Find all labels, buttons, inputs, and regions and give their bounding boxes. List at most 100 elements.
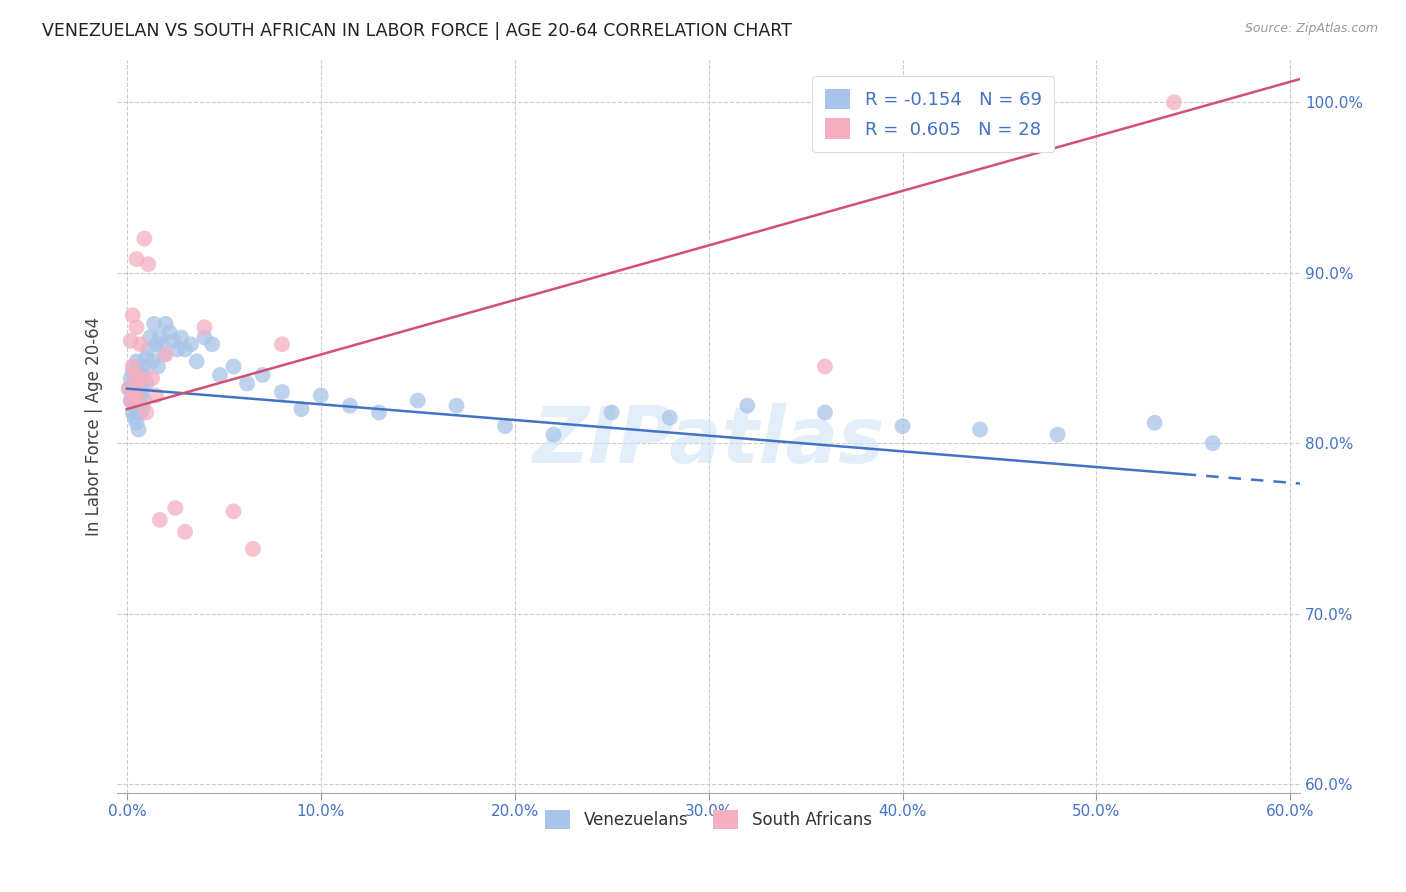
- Point: [543, 427, 565, 442]
- Point: [135, 351, 157, 365]
- Point: [150, 337, 173, 351]
- Point: [121, 359, 143, 374]
- Point: [143, 317, 166, 331]
- Point: [814, 359, 837, 374]
- Point: [134, 231, 156, 245]
- Point: [121, 308, 143, 322]
- Point: [120, 393, 142, 408]
- Point: [125, 320, 148, 334]
- Point: [128, 393, 150, 408]
- Point: [193, 330, 215, 344]
- Point: [125, 252, 148, 266]
- Point: [135, 405, 157, 419]
- Point: [131, 382, 153, 396]
- Point: [339, 399, 361, 413]
- Point: [290, 402, 312, 417]
- Point: [162, 334, 184, 348]
- Point: [146, 359, 169, 374]
- Point: [814, 405, 837, 419]
- Point: [149, 330, 172, 344]
- Point: [193, 320, 215, 334]
- Point: [139, 330, 162, 344]
- Point: [128, 365, 150, 379]
- Point: [135, 376, 157, 391]
- Point: [128, 382, 150, 396]
- Point: [236, 376, 259, 391]
- Point: [118, 382, 141, 396]
- Point: [131, 371, 153, 385]
- Point: [242, 541, 264, 556]
- Point: [124, 399, 146, 413]
- Point: [446, 399, 468, 413]
- Point: [309, 388, 332, 402]
- Point: [134, 393, 156, 408]
- Point: [121, 365, 143, 379]
- Point: [128, 402, 150, 417]
- Point: [1202, 436, 1225, 450]
- Text: ZIPatlas: ZIPatlas: [533, 403, 884, 479]
- Point: [891, 419, 914, 434]
- Point: [166, 343, 188, 357]
- Point: [155, 347, 177, 361]
- Point: [155, 317, 177, 331]
- Point: [271, 337, 294, 351]
- Point: [121, 405, 143, 419]
- Point: [174, 343, 197, 357]
- Point: [131, 359, 153, 374]
- Point: [368, 405, 391, 419]
- Point: [120, 371, 142, 385]
- Point: [1143, 416, 1166, 430]
- Point: [152, 347, 174, 361]
- Point: [128, 423, 150, 437]
- Point: [141, 354, 163, 368]
- Point: [124, 376, 146, 391]
- Point: [118, 382, 141, 396]
- Point: [208, 368, 231, 382]
- Point: [128, 376, 150, 391]
- Point: [222, 359, 245, 374]
- Point: [125, 371, 148, 385]
- Point: [134, 368, 156, 382]
- Point: [125, 416, 148, 430]
- Text: VENEZUELAN VS SOUTH AFRICAN IN LABOR FORCE | AGE 20-64 CORRELATION CHART: VENEZUELAN VS SOUTH AFRICAN IN LABOR FOR…: [42, 22, 792, 40]
- Point: [165, 500, 187, 515]
- Point: [125, 354, 148, 368]
- Point: [124, 368, 146, 382]
- Point: [201, 337, 224, 351]
- Point: [271, 384, 294, 399]
- Point: [129, 405, 152, 419]
- Point: [120, 393, 142, 408]
- Point: [658, 410, 681, 425]
- Point: [406, 393, 429, 408]
- Point: [124, 359, 146, 374]
- Point: [252, 368, 274, 382]
- Point: [180, 337, 202, 351]
- Point: [186, 354, 208, 368]
- Point: [1163, 95, 1185, 110]
- Point: [222, 504, 245, 518]
- Point: [1046, 427, 1069, 442]
- Point: [136, 343, 159, 357]
- Point: [969, 423, 991, 437]
- Legend: Venezuelans, South Africans: Venezuelans, South Africans: [538, 803, 879, 836]
- Point: [129, 388, 152, 402]
- Point: [600, 405, 623, 419]
- Point: [129, 337, 152, 351]
- Point: [141, 371, 163, 385]
- Point: [136, 257, 159, 271]
- Point: [145, 337, 167, 351]
- Point: [149, 513, 172, 527]
- Point: [124, 410, 146, 425]
- Point: [159, 326, 181, 340]
- Text: Source: ZipAtlas.com: Source: ZipAtlas.com: [1244, 22, 1378, 36]
- Point: [737, 399, 759, 413]
- Point: [129, 371, 152, 385]
- Point: [120, 334, 142, 348]
- Y-axis label: In Labor Force | Age 20-64: In Labor Force | Age 20-64: [86, 317, 103, 536]
- Point: [125, 392, 148, 406]
- Point: [170, 330, 193, 344]
- Point: [121, 388, 143, 402]
- Point: [131, 402, 153, 417]
- Point: [174, 524, 197, 539]
- Point: [124, 388, 146, 402]
